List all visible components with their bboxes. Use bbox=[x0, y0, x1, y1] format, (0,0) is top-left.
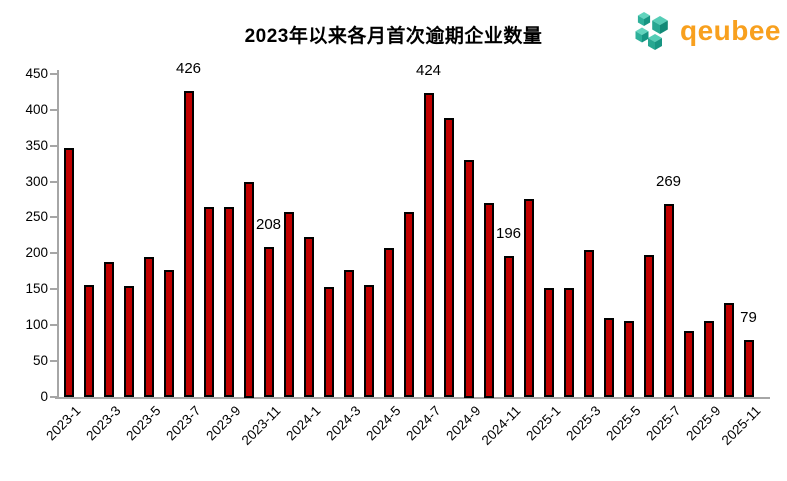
bar-2023-9 bbox=[223, 207, 234, 398]
y-axis-tick-label: 200 bbox=[25, 245, 48, 261]
cube-cluster bbox=[635, 12, 668, 50]
y-axis-tick-label: 300 bbox=[25, 173, 48, 189]
bar-2023-6 bbox=[163, 269, 174, 398]
bar-value-label: 79 bbox=[740, 308, 757, 326]
x-axis-tick-label: 2024-11 bbox=[478, 403, 524, 448]
x-axis-tick-label: 2023-9 bbox=[202, 403, 244, 444]
bar-2025-8 bbox=[683, 330, 694, 398]
qeubee-logo: qeubee bbox=[630, 8, 781, 54]
bar-2023-11 bbox=[263, 247, 274, 398]
bar-value-label: 269 bbox=[655, 172, 682, 190]
bar-2023-2 bbox=[83, 284, 94, 398]
x-axis-tick-label: 2023-3 bbox=[82, 403, 124, 444]
bar-2024-2 bbox=[323, 286, 334, 398]
bar-2024-7 bbox=[423, 92, 434, 398]
chart-title: 2023年以来各月首次逾期企业数量 bbox=[244, 26, 543, 47]
bar-2024-4 bbox=[363, 285, 374, 398]
bar-2023-7 bbox=[183, 91, 194, 398]
x-axis-tick-label: 2025-9 bbox=[682, 403, 724, 444]
y-axis-tick-mark bbox=[50, 108, 57, 111]
bar-2024-6 bbox=[403, 211, 414, 398]
x-axis-tick-label: 2025-5 bbox=[602, 403, 644, 444]
y-axis-tick-mark bbox=[50, 144, 57, 147]
y-axis-line bbox=[57, 70, 59, 399]
y-axis-tick-mark bbox=[50, 73, 57, 75]
bar-2024-5 bbox=[383, 248, 394, 398]
x-axis-tick-label: 2024-1 bbox=[282, 403, 324, 444]
x-axis-tick-label: 2024-3 bbox=[322, 403, 364, 444]
y-axis-tick-mark bbox=[50, 180, 57, 183]
y-axis-tick-mark bbox=[50, 323, 57, 326]
bar-2025-3 bbox=[583, 249, 594, 398]
y-axis-tick-label: 150 bbox=[25, 281, 48, 296]
y-axis-tick-mark bbox=[50, 395, 57, 398]
bar-value-label: 208 bbox=[255, 216, 282, 234]
qeubee-logo-text: qeubee bbox=[679, 15, 781, 46]
bar-2024-9 bbox=[463, 160, 474, 398]
x-axis-tick-label: 2025-7 bbox=[642, 403, 684, 444]
x-axis-line bbox=[55, 396, 770, 399]
x-axis-tick-label: 2023-1 bbox=[42, 403, 84, 444]
bar-2025-1 bbox=[543, 287, 554, 398]
bar-value-label: 426 bbox=[175, 60, 202, 78]
bar-2023-8 bbox=[203, 206, 214, 398]
bar-2023-3 bbox=[103, 262, 114, 398]
bar-value-label: 196 bbox=[495, 225, 522, 243]
bar-2025-7 bbox=[663, 203, 674, 398]
bar-2025-4 bbox=[603, 317, 614, 398]
x-axis-tick-label: 2025-11 bbox=[718, 403, 764, 448]
bar-2025-9 bbox=[703, 320, 714, 398]
bar-2023-12 bbox=[283, 211, 294, 398]
y-axis-tick-mark bbox=[50, 252, 57, 255]
bar-2024-8 bbox=[443, 118, 454, 398]
y-axis-tick-label: 350 bbox=[25, 137, 48, 153]
y-axis-tick-label: 50 bbox=[32, 352, 48, 368]
bar-2025-10 bbox=[723, 303, 734, 398]
bar-2025-2 bbox=[563, 288, 574, 398]
bar-2023-5 bbox=[143, 257, 154, 398]
x-axis-tick-label: 2025-3 bbox=[562, 403, 604, 444]
y-axis-tick-label: 100 bbox=[25, 316, 48, 332]
bar-2025-5 bbox=[623, 320, 634, 398]
x-axis-tick-label: 2024-5 bbox=[362, 403, 404, 444]
y-axis-tick-label: 250 bbox=[25, 209, 48, 225]
bar-2023-10 bbox=[243, 181, 254, 398]
x-axis-tick-label: 2025-1 bbox=[522, 403, 564, 444]
bar-2024-3 bbox=[343, 270, 354, 398]
bar-2024-10 bbox=[483, 203, 494, 398]
bar-2025-11 bbox=[743, 339, 754, 398]
bar-2023-4 bbox=[123, 286, 134, 398]
x-axis-tick-label: 2023-11 bbox=[238, 403, 284, 448]
qeubee-cubes-icon bbox=[635, 12, 668, 50]
y-axis-tick-label: 0 bbox=[40, 388, 48, 404]
bar-2023-1 bbox=[63, 147, 74, 398]
bar-2024-11 bbox=[503, 256, 514, 398]
y-axis-tick-mark bbox=[50, 216, 57, 219]
bar-value-label: 424 bbox=[415, 61, 442, 79]
y-axis-tick-mark bbox=[50, 359, 57, 362]
x-axis-tick-label: 2023-5 bbox=[122, 403, 164, 444]
bar-2025-6 bbox=[643, 254, 654, 398]
bar-2024-1 bbox=[303, 236, 314, 398]
x-axis-tick-label: 2024-7 bbox=[402, 403, 444, 444]
y-axis-tick-label: 400 bbox=[25, 101, 48, 117]
x-axis-tick-label: 2024-9 bbox=[442, 403, 484, 444]
y-axis-tick-label: 450 bbox=[25, 66, 48, 81]
bar-2024-12 bbox=[523, 199, 534, 398]
x-axis-tick-label: 2023-7 bbox=[162, 403, 204, 444]
y-axis-tick-mark bbox=[50, 288, 57, 290]
